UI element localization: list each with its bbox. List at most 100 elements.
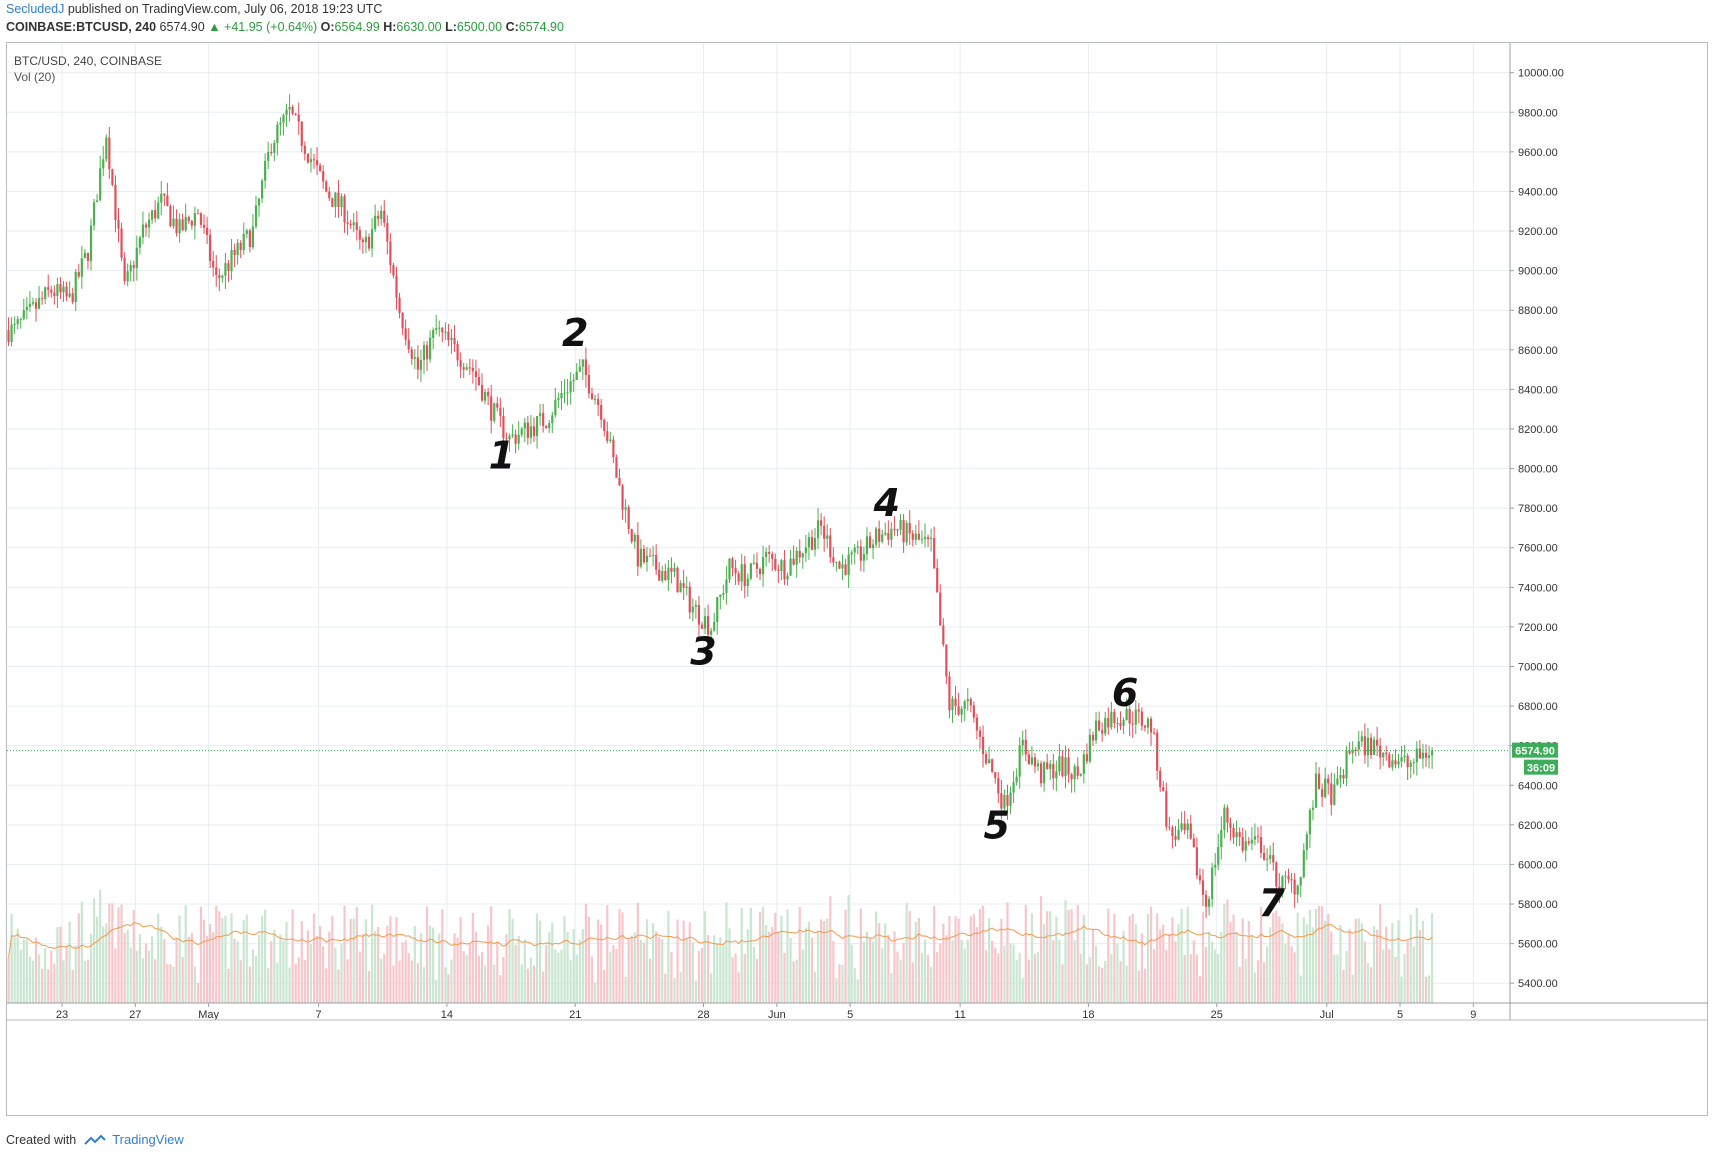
candle-up bbox=[963, 701, 966, 709]
volume-bar bbox=[798, 907, 801, 1003]
candle-down bbox=[205, 227, 209, 235]
candle-down bbox=[1143, 725, 1147, 728]
volume-bar bbox=[1388, 949, 1391, 1003]
grid-lines bbox=[7, 43, 1510, 1003]
candle-up bbox=[639, 548, 642, 567]
volume-bar bbox=[856, 979, 859, 1003]
candle-down bbox=[227, 263, 230, 271]
volume-bar bbox=[517, 935, 520, 1003]
volume-bar bbox=[71, 969, 74, 1003]
candle-down bbox=[969, 699, 972, 706]
y-tick-label: 9200.00 bbox=[1518, 226, 1558, 238]
volume-bar bbox=[716, 943, 719, 1003]
candle-down bbox=[926, 537, 930, 540]
volume-bar bbox=[1027, 959, 1030, 1003]
candle-up bbox=[535, 416, 539, 436]
candle-up bbox=[1079, 773, 1082, 776]
candle-up bbox=[923, 537, 927, 539]
volume-bar bbox=[438, 933, 441, 1003]
volume-bar bbox=[838, 964, 841, 1003]
candle-down bbox=[615, 457, 618, 478]
candle-down bbox=[902, 520, 905, 543]
volume-bar bbox=[703, 911, 707, 1003]
candle-up bbox=[1043, 762, 1046, 784]
candle-down bbox=[1241, 837, 1244, 851]
candle-up bbox=[835, 561, 838, 563]
candle-up bbox=[1186, 823, 1189, 831]
candle-down bbox=[1330, 783, 1333, 805]
volume-bar bbox=[1036, 951, 1040, 1003]
volume-bar bbox=[1204, 946, 1208, 1003]
volume-bar bbox=[829, 896, 832, 1003]
volume-bar bbox=[972, 914, 975, 1003]
author-link[interactable]: SecludedJ bbox=[6, 2, 65, 16]
candle-down bbox=[187, 217, 190, 221]
volume-bar bbox=[1162, 924, 1165, 1003]
volume-bar bbox=[212, 932, 215, 1003]
volume-bar bbox=[945, 935, 948, 1003]
x-tick-label: 27 bbox=[129, 1009, 141, 1021]
volume-bar bbox=[1400, 976, 1403, 1003]
candle-down bbox=[1317, 773, 1321, 790]
volume-bar bbox=[1229, 921, 1232, 1003]
volume-bar bbox=[593, 982, 597, 1003]
high-label: H: bbox=[383, 20, 397, 34]
volume-bar bbox=[1232, 914, 1235, 1003]
candle-down bbox=[532, 426, 536, 436]
candle-down bbox=[954, 698, 957, 707]
candle-down bbox=[542, 413, 545, 427]
y-tick-label: 9800.00 bbox=[1518, 107, 1558, 119]
volume-bar bbox=[1003, 945, 1006, 1003]
volume-title: Vol (20) bbox=[14, 70, 55, 84]
tradingview-logo[interactable]: TradingView bbox=[84, 1132, 184, 1147]
candle-up bbox=[1372, 739, 1376, 755]
candle-up bbox=[83, 252, 86, 259]
candle-down bbox=[425, 345, 429, 360]
candle-down bbox=[587, 375, 591, 394]
candle-down bbox=[331, 198, 334, 207]
volume-bar bbox=[1198, 976, 1202, 1003]
volume-bar bbox=[566, 932, 569, 1003]
volume-bar bbox=[129, 947, 132, 1003]
candle-up bbox=[930, 538, 933, 540]
candle-up bbox=[1266, 859, 1269, 861]
candle-up bbox=[184, 217, 187, 231]
candle-up bbox=[899, 520, 902, 530]
volume-bar bbox=[1143, 968, 1147, 1003]
volume-bar bbox=[325, 968, 328, 1003]
candle-up bbox=[444, 331, 447, 333]
up-arrow-icon: ▲ bbox=[208, 20, 221, 34]
volume-bar bbox=[832, 941, 835, 1003]
candle-down bbox=[887, 532, 890, 540]
candle-down bbox=[1342, 775, 1345, 779]
candle-down bbox=[468, 367, 471, 369]
volume-bar bbox=[1174, 941, 1177, 1003]
volume-bar bbox=[398, 960, 401, 1003]
volume-bar bbox=[471, 912, 474, 1003]
candle-down bbox=[459, 360, 462, 368]
volume-bar bbox=[1000, 918, 1003, 1003]
volume-bar bbox=[569, 960, 572, 1003]
y-tick-label: 9400.00 bbox=[1518, 186, 1558, 198]
candle-up bbox=[816, 520, 820, 539]
volume-bar bbox=[432, 927, 435, 1003]
volume-bar bbox=[151, 936, 154, 1003]
volume-bar bbox=[453, 933, 456, 1003]
candle-up bbox=[1366, 737, 1370, 756]
volume-bar bbox=[1156, 913, 1159, 1003]
candle-up bbox=[551, 415, 554, 424]
candle-down bbox=[218, 275, 221, 278]
volume-bar bbox=[300, 921, 303, 1003]
volume-bar bbox=[826, 918, 829, 1003]
volume-bar bbox=[1305, 924, 1308, 1003]
candle-up bbox=[593, 399, 597, 401]
candle-up bbox=[1177, 829, 1180, 840]
y-tick-label: 5600.00 bbox=[1518, 939, 1558, 951]
candle-up bbox=[1281, 876, 1284, 891]
volume-bar bbox=[89, 933, 93, 1003]
volume-bar bbox=[1272, 912, 1275, 1003]
volume-bar bbox=[636, 902, 639, 1003]
volume-bar bbox=[477, 955, 481, 1003]
volume-bar bbox=[1201, 912, 1205, 1003]
